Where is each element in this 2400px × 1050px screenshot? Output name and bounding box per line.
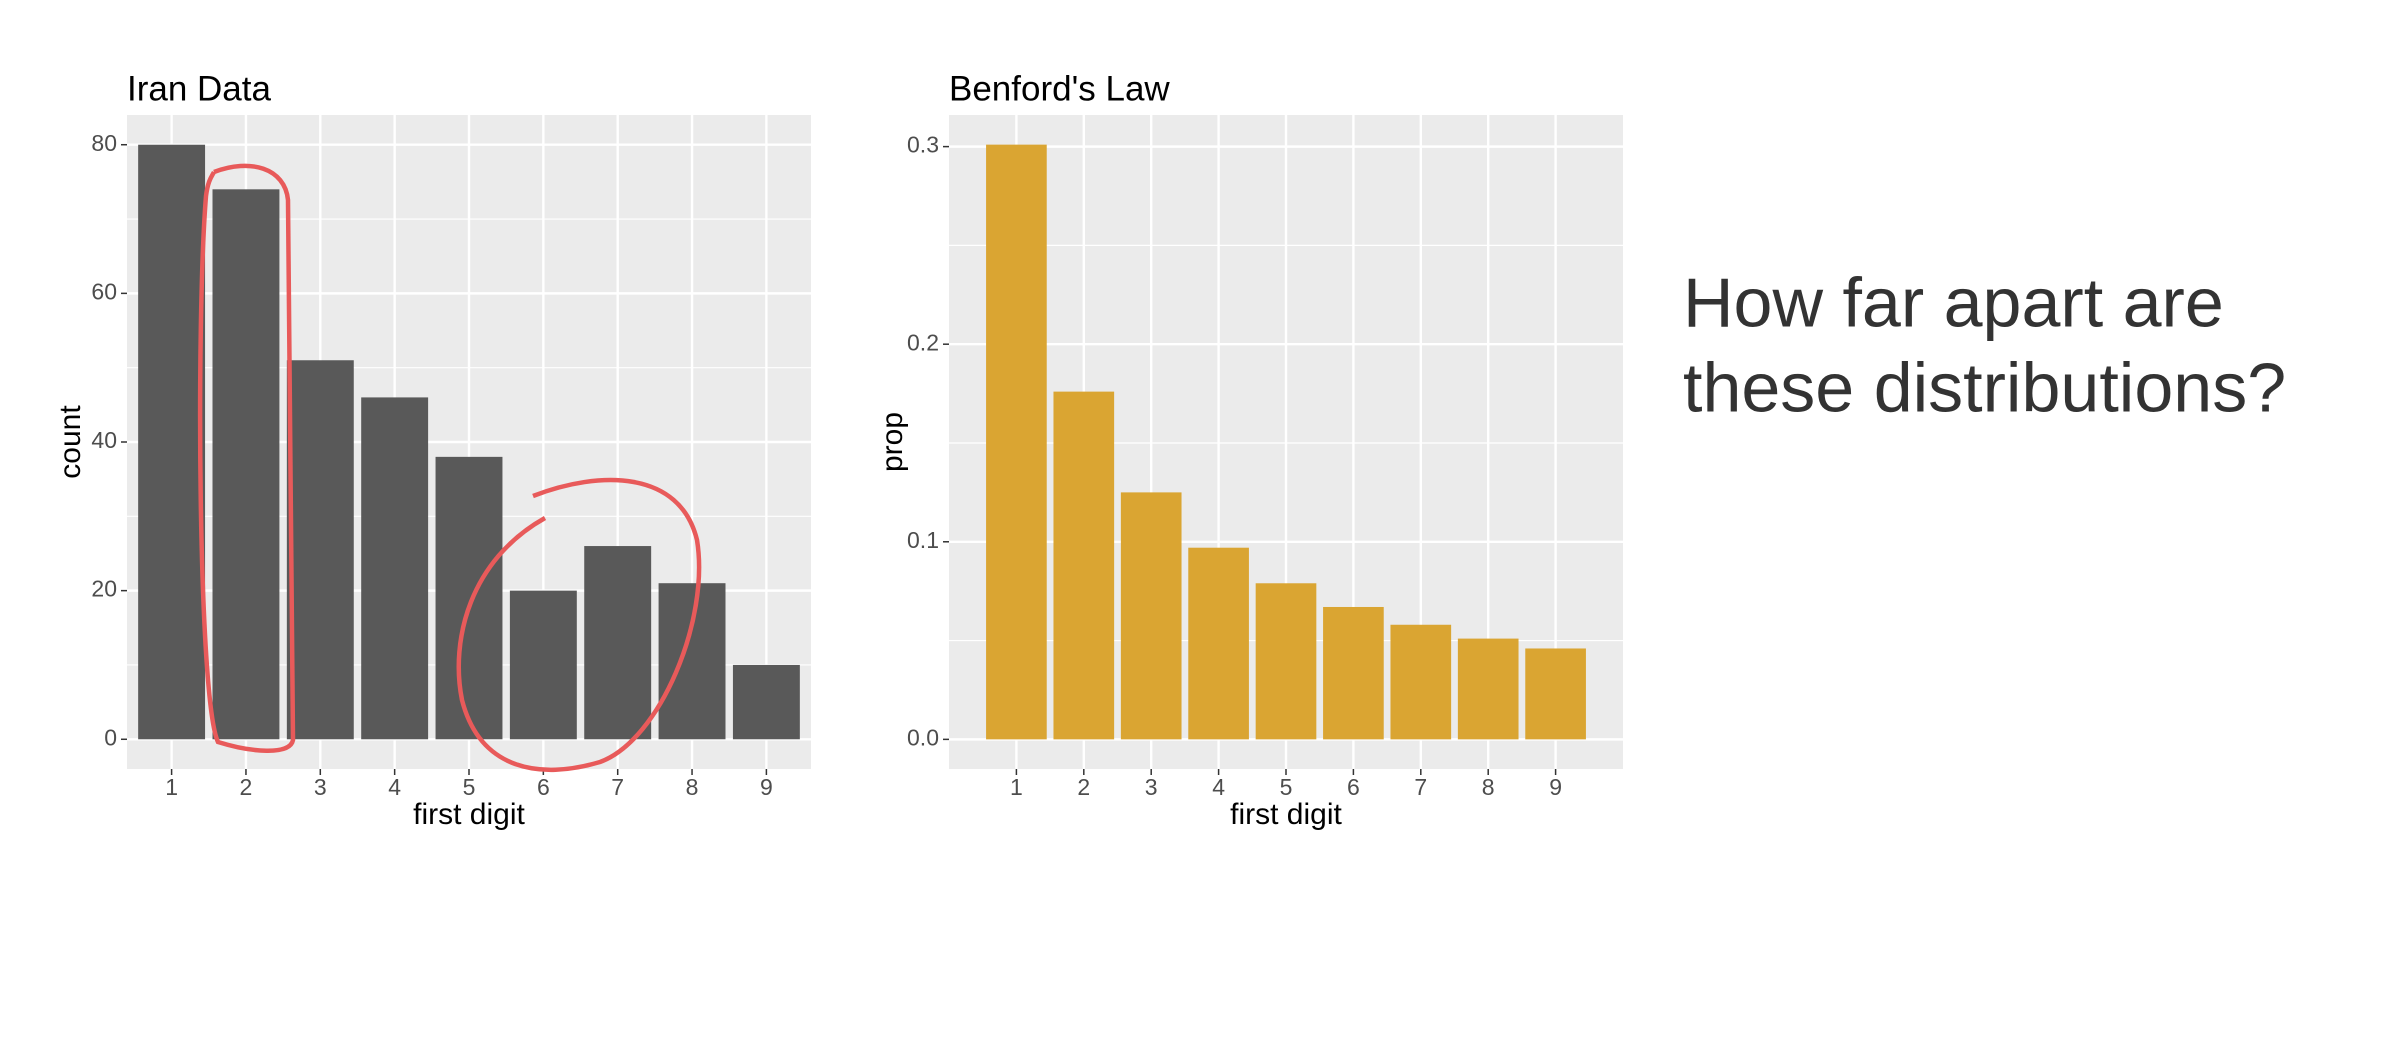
y-tick-label: 80 (91, 130, 117, 156)
x-tick-label: 1 (165, 774, 178, 800)
highlight-loop (197, 163, 296, 753)
bar (138, 144, 206, 740)
bar (361, 397, 429, 740)
bar (212, 189, 280, 740)
bar (1255, 583, 1317, 740)
annotation-line: How far apart are (1683, 263, 2224, 341)
x-tick-label: 8 (1482, 774, 1495, 800)
x-tick-label: 1 (1010, 774, 1023, 800)
y-tick-label: 0.0 (907, 724, 939, 750)
x-tick-label: 6 (537, 774, 550, 800)
y-tick-label: 60 (91, 278, 117, 304)
y-axis-title: prop (876, 412, 909, 472)
x-tick-label: 3 (1145, 774, 1158, 800)
x-axis-title: first digit (1230, 798, 1342, 831)
x-tick-label: 2 (1077, 774, 1090, 800)
y-axis-title: count (54, 405, 87, 479)
x-tick-label: 5 (1280, 774, 1293, 800)
y-tick-label: 0 (104, 724, 117, 750)
x-tick-label: 7 (611, 774, 624, 800)
x-tick-label: 3 (314, 774, 327, 800)
chart-title: Iran Data (127, 69, 271, 108)
y-tick-label: 40 (91, 427, 117, 453)
bar (1390, 624, 1452, 740)
x-tick-label: 9 (760, 774, 773, 800)
bar (658, 583, 726, 740)
x-tick-label: 6 (1347, 774, 1360, 800)
bar (286, 360, 354, 740)
y-tick-label: 0.3 (907, 132, 939, 158)
highlight-loop (456, 477, 702, 773)
y-tick-label: 0.1 (907, 527, 939, 553)
bar (1323, 606, 1384, 740)
bar (1188, 547, 1249, 740)
x-axis-title: first digit (413, 798, 525, 831)
chart-title: Benford's Law (949, 69, 1170, 108)
x-tick-label: 4 (388, 774, 401, 800)
x-tick-label: 5 (463, 774, 476, 800)
annotation-line: these distributions? (1683, 348, 2286, 426)
bar (732, 664, 800, 740)
x-tick-label: 9 (1549, 774, 1562, 800)
bar (584, 546, 652, 740)
x-tick-label: 2 (240, 774, 253, 800)
bar (1053, 391, 1115, 740)
bar (1525, 648, 1586, 740)
bar (1457, 638, 1519, 740)
bar (986, 144, 1047, 740)
x-tick-label: 7 (1414, 774, 1427, 800)
y-tick-label: 20 (91, 576, 117, 602)
bar (1120, 492, 1182, 740)
bar (435, 456, 503, 740)
bar (509, 590, 577, 740)
x-tick-label: 8 (686, 774, 699, 800)
x-tick-label: 4 (1212, 774, 1225, 800)
y-tick-label: 0.2 (907, 329, 939, 355)
